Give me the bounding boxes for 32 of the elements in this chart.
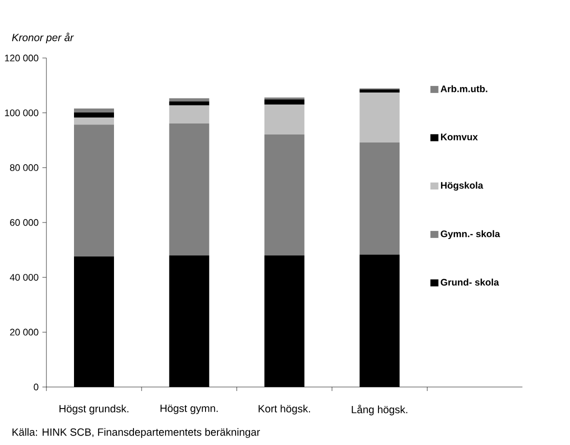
y-tick-label: 120 000 <box>5 54 38 62</box>
bar <box>264 104 304 134</box>
bar <box>169 105 210 124</box>
bar <box>169 98 210 102</box>
legend-label: Arb.m.utb. <box>440 85 488 92</box>
bar <box>169 124 210 256</box>
y-tick-label: 60 000 <box>10 219 38 226</box>
legend-label: Högskola <box>441 182 484 191</box>
bar <box>169 101 210 106</box>
bar <box>264 134 304 256</box>
y-tick-label: 100 000 <box>5 109 38 116</box>
legend-label: Grund- skola <box>440 278 500 286</box>
bar <box>360 90 400 93</box>
bar <box>74 117 114 125</box>
bar <box>264 99 304 105</box>
bar <box>360 92 400 142</box>
bar <box>74 124 114 256</box>
legend-label: Komvux <box>441 134 478 140</box>
text: Källa: HINK SCB, Finansdepartementets beräkningar <box>12 428 260 438</box>
bar <box>360 142 400 255</box>
y-tick-label: 80 000 <box>10 164 38 172</box>
bar <box>74 112 114 118</box>
y-tick-label: 0 <box>34 384 38 390</box>
y-tick-label: 40 000 <box>10 274 38 281</box>
x-tick-label: Högst gymn. <box>160 404 218 414</box>
legend-label: Gymn.- skola <box>440 230 500 240</box>
chart-title: Kronor per år <box>12 32 74 44</box>
x-tick-label: Högst grundsk. <box>60 404 128 414</box>
bar <box>74 108 114 113</box>
x-tick-label: Lång högsk. <box>352 404 408 416</box>
y-tick-label: 20 000 <box>10 328 38 336</box>
x-tick-label: Kort högsk. <box>258 404 310 414</box>
